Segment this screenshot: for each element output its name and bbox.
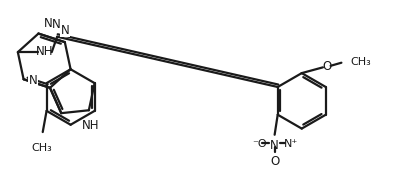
Text: ⁻O: ⁻O [252, 139, 267, 149]
Text: CH₃: CH₃ [351, 57, 372, 67]
Text: O: O [322, 60, 331, 73]
Text: O: O [270, 155, 279, 168]
Text: N: N [270, 139, 279, 152]
Text: N: N [61, 24, 69, 37]
Text: N: N [44, 17, 52, 30]
Text: N: N [52, 18, 61, 31]
Text: N⁺: N⁺ [284, 139, 298, 149]
Text: CH₃: CH₃ [32, 143, 53, 153]
Text: N: N [28, 74, 37, 87]
Text: NH: NH [36, 45, 54, 58]
Text: NH: NH [82, 119, 100, 132]
